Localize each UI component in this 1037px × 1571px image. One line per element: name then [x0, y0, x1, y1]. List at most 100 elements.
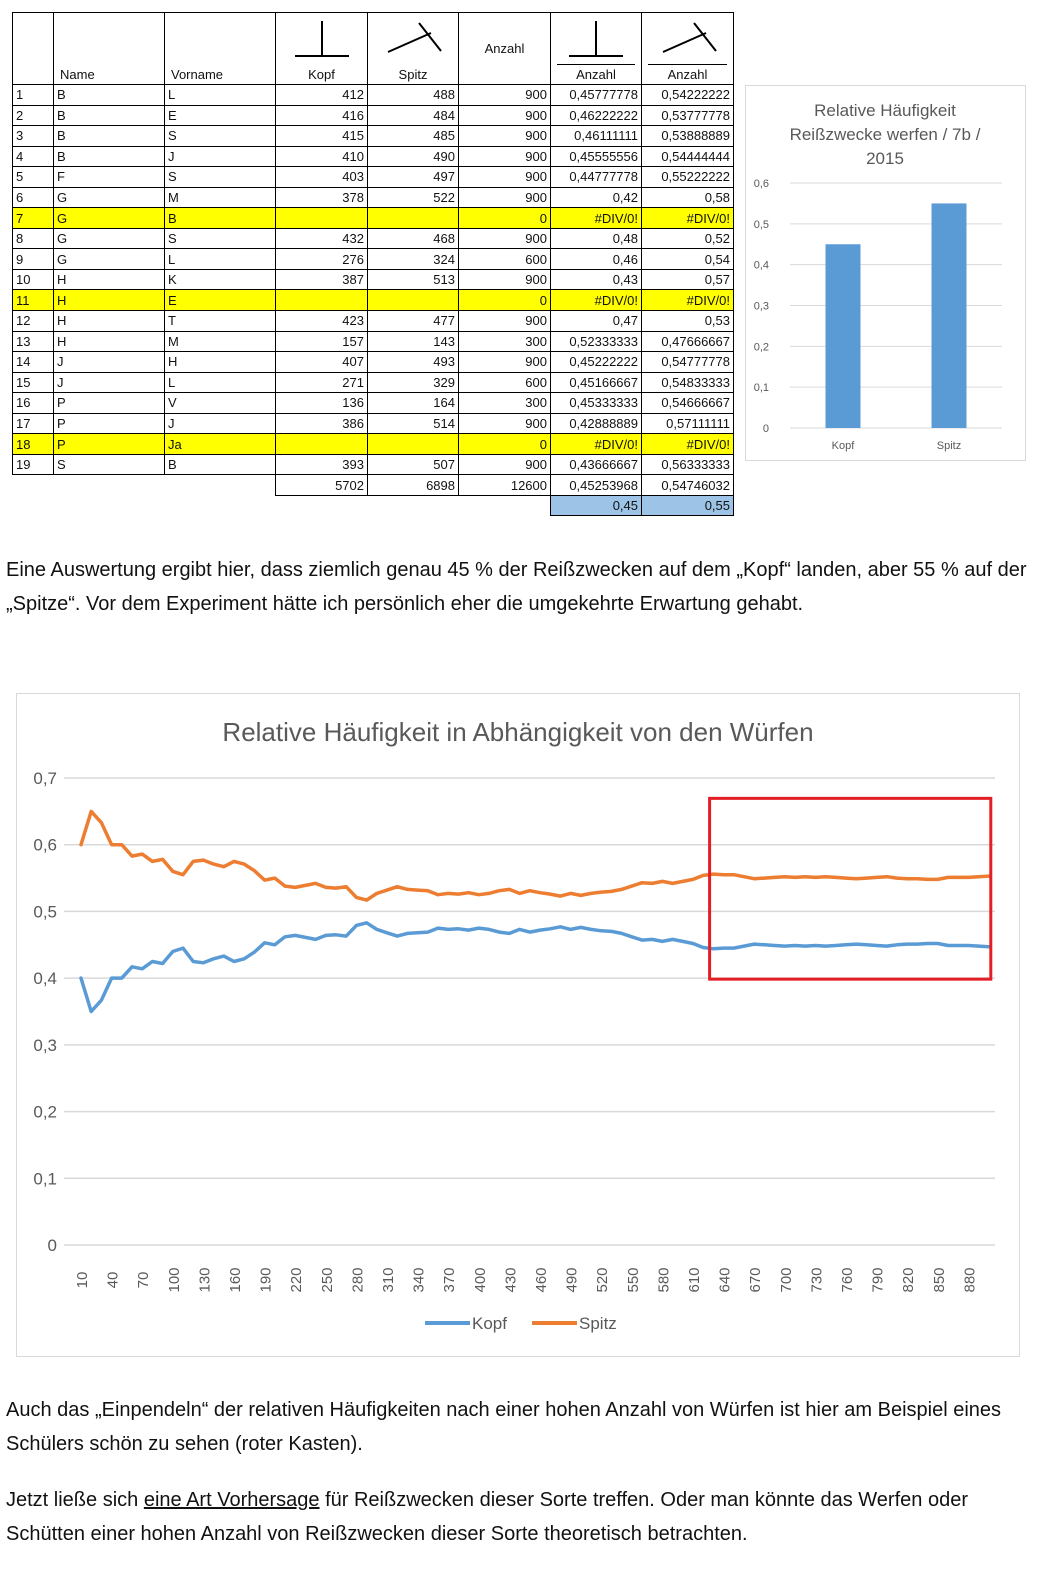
row-number-cell: 6: [12, 186, 54, 209]
table-row: 12 H T 423 477 900 0,47 0,53: [12, 310, 734, 332]
x-tick-label: 700: [778, 1267, 795, 1292]
kopf-cell: [275, 289, 368, 312]
total-rel-spitz-cell: 0,54746032: [641, 474, 734, 496]
y-tick-label: 0,6: [754, 178, 769, 190]
rel-kopf-cell: 0,46: [550, 248, 642, 270]
empty-cell: [13, 495, 54, 516]
rel-kopf-cell: 0,46111111: [550, 125, 642, 147]
table-row: 1 B L 412 488 900 0,45777778 0,54222222: [12, 84, 734, 106]
header-spitz-cell: Spitz: [367, 12, 459, 85]
vorname-cell: T: [164, 310, 276, 332]
name-cell: B: [53, 84, 165, 106]
x-tick-label: 670: [747, 1267, 764, 1292]
rounded-kopf-cell: 0,45: [550, 494, 642, 517]
name-cell: F: [53, 166, 165, 188]
x-tick-label: 820: [900, 1267, 917, 1292]
anzahl-cell: 0: [458, 289, 551, 312]
row-number-cell: 19: [12, 453, 54, 476]
header-rel-kopf-cell: Anzahl: [550, 12, 642, 85]
error-cell: #DIV/0!: [641, 433, 734, 455]
rel-kopf-cell: 0,47: [550, 310, 642, 332]
kopf-cell: 387: [275, 268, 368, 291]
row-number-cell: 3: [12, 125, 54, 147]
anzahl-cell: 900: [458, 186, 551, 209]
prediction-underlined: eine Art Vorhersage: [143, 1489, 320, 1511]
row-number-cell: 12: [12, 310, 54, 332]
line-chart-panel: Relative Häufigkeit in Abhängigkeit von …: [16, 693, 1020, 1357]
x-tick-label: 340: [411, 1267, 428, 1292]
x-tick-label: 130: [196, 1267, 213, 1292]
row-number-cell: 13: [12, 330, 54, 353]
table-row: 11 H E 0 #DIV/0! #DIV/0!: [12, 289, 734, 312]
anzahl-cell: 900: [458, 268, 551, 291]
table-row: 17 P J 386 514 900 0,42888889 0,57111111: [12, 412, 734, 435]
rel-kopf-cell: 0,42888889: [550, 412, 642, 435]
anzahl-cell: 900: [458, 125, 551, 147]
x-tick-label: 460: [533, 1267, 550, 1292]
kopf-cell: 157: [275, 330, 368, 353]
spitz-cell: 468: [367, 227, 459, 250]
fraction-line: [648, 64, 727, 65]
header-anzahl: Anzahl: [484, 41, 525, 56]
x-tick-label: 40: [105, 1272, 122, 1289]
table-row: 4 B J 410 490 900 0,45555556 0,54444444: [12, 145, 734, 168]
chart-title: Reißzwecke werfen / 7b /: [790, 125, 981, 144]
rounded-spitz-cell: 0,55: [641, 494, 734, 517]
empty-cell: [459, 495, 551, 516]
x-tick-label: 850: [931, 1267, 948, 1292]
spitz-cell: 143: [367, 330, 459, 353]
name-cell: G: [53, 248, 165, 270]
header-vorname-cell: Vorname: [164, 12, 276, 85]
error-cell: #DIV/0!: [550, 207, 642, 229]
header-kopf: Kopf: [308, 67, 335, 82]
name-cell: H: [53, 268, 165, 291]
thumbtack-head-icon: [294, 21, 349, 57]
rel-spitz-cell: 0,54666667: [641, 392, 734, 414]
x-tick-label: 220: [288, 1267, 305, 1292]
rel-kopf-cell: 0,43666667: [550, 453, 642, 476]
error-cell: #DIV/0!: [550, 433, 642, 455]
x-tick-label: 70: [135, 1272, 152, 1289]
rel-kopf-cell: 0,48: [550, 227, 642, 250]
name-cell: P: [53, 433, 165, 455]
x-tick-label: 640: [717, 1267, 734, 1292]
x-tick-label: 430: [502, 1267, 519, 1292]
spitz-cell: 490: [367, 145, 459, 168]
spitz-cell: [367, 433, 459, 455]
rel-kopf-cell: 0,45777778: [550, 84, 642, 106]
error-cell: #DIV/0!: [550, 289, 642, 312]
rel-spitz-cell: 0,52: [641, 227, 734, 250]
anzahl-cell: 600: [458, 248, 551, 270]
spitz-cell: 485: [367, 125, 459, 147]
table-row: 14 J H 407 493 900 0,45222222 0,54777778: [12, 351, 734, 373]
rel-kopf-cell: 0,46222222: [550, 104, 642, 127]
spitz-cell: 164: [367, 392, 459, 414]
vorname-cell: L: [164, 371, 276, 394]
vorname-cell: E: [164, 104, 276, 127]
prediction-text-end: für Reißzwecken dieser Sorte treffen. Od…: [6, 1489, 968, 1545]
y-tick-label: 0,3: [754, 301, 769, 313]
rel-spitz-cell: 0,55222222: [641, 166, 734, 188]
anzahl-cell: 300: [458, 330, 551, 353]
error-cell: #DIV/0!: [641, 289, 734, 312]
kopf-cell: 410: [275, 145, 368, 168]
table-row: 19 S B 393 507 900 0,43666667 0,56333333: [12, 453, 734, 476]
row-number-cell: 2: [12, 104, 54, 127]
kopf-cell: 403: [275, 166, 368, 188]
name-cell: H: [53, 330, 165, 353]
x-tick-label: 190: [258, 1267, 275, 1292]
kopf-cell: 415: [275, 125, 368, 147]
anzahl-cell: 0: [458, 433, 551, 455]
vorname-cell: S: [164, 166, 276, 188]
empty-cell: [13, 475, 54, 496]
rel-spitz-cell: 0,54222222: [641, 84, 734, 106]
name-cell: B: [53, 104, 165, 127]
total-kopf-cell: 5702: [275, 474, 368, 496]
thumbtack-head-icon: [569, 21, 623, 57]
empty-cell: [165, 495, 276, 516]
rel-kopf-cell: 0,45222222: [550, 351, 642, 373]
x-tick-label: 10: [74, 1272, 91, 1289]
name-cell: S: [53, 453, 165, 476]
kopf-cell: [275, 433, 368, 455]
vorname-cell: S: [164, 227, 276, 250]
